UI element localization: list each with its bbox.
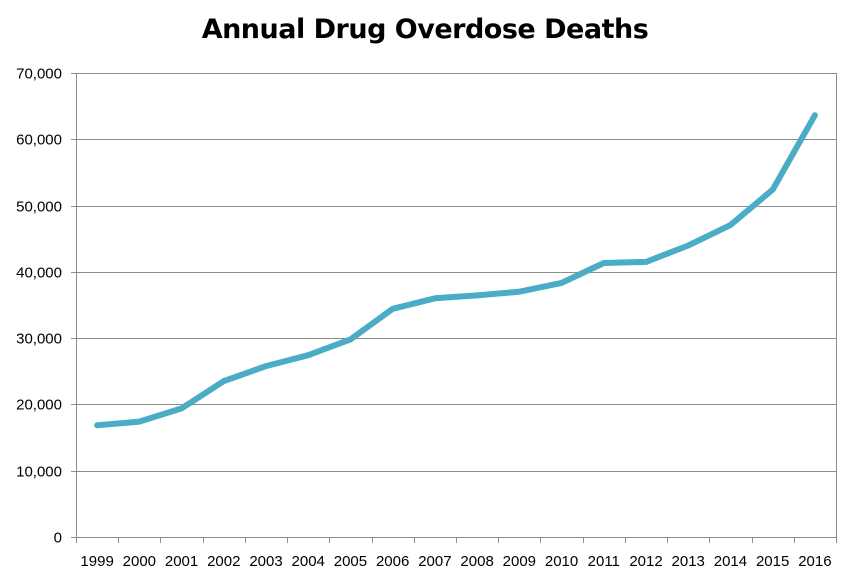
x-tick-label: 2003: [249, 553, 282, 570]
x-tick-label: 2001: [165, 553, 198, 570]
y-tick-label: 10,000: [16, 464, 62, 481]
x-tick-label: 2012: [629, 553, 662, 570]
x-tick-label: 2014: [714, 553, 747, 570]
x-tick-label: 2007: [418, 553, 451, 570]
series-line: [94, 112, 818, 429]
x-tick-label: 2013: [672, 553, 705, 570]
x-axis-tick-labels: 1999 2000 2001 2002 2003 2004 2005 2006 2007 2008…: [80, 553, 831, 570]
x-tick-label: 2011: [588, 553, 620, 570]
x-tick-label: 2006: [376, 553, 409, 570]
y-axis-tick-labels: 0 10,000 20,000 30,000 40,000 50,000 60,000 70,…: [16, 66, 62, 547]
axes: [71, 73, 837, 543]
chart-title: Annual Drug Overdose Deaths: [201, 14, 649, 45]
y-tick-label: 60,000: [16, 132, 62, 149]
x-tick-label: 2004: [292, 553, 325, 570]
x-tick-label: 2016: [798, 553, 831, 570]
x-tick-label: 2002: [207, 553, 240, 570]
y-tick-label: 70,000: [16, 66, 62, 83]
x-tick-label: 2005: [334, 553, 367, 570]
y-tick-label: 40,000: [16, 265, 62, 282]
series-layer: [94, 112, 818, 429]
gridlines: [76, 73, 836, 472]
x-tick-label: 2009: [503, 553, 536, 570]
y-tick-label: 0: [54, 530, 62, 547]
y-tick-label: 50,000: [16, 199, 62, 216]
x-tick-label: 1999: [80, 553, 113, 570]
y-tick-label: 30,000: [16, 331, 62, 348]
x-tick-label: 2015: [756, 553, 789, 570]
y-tick-label: 20,000: [16, 397, 62, 414]
x-tick-label: 2010: [545, 553, 578, 570]
x-tick-label: 2008: [460, 553, 493, 570]
x-tick-label: 2000: [123, 553, 156, 570]
